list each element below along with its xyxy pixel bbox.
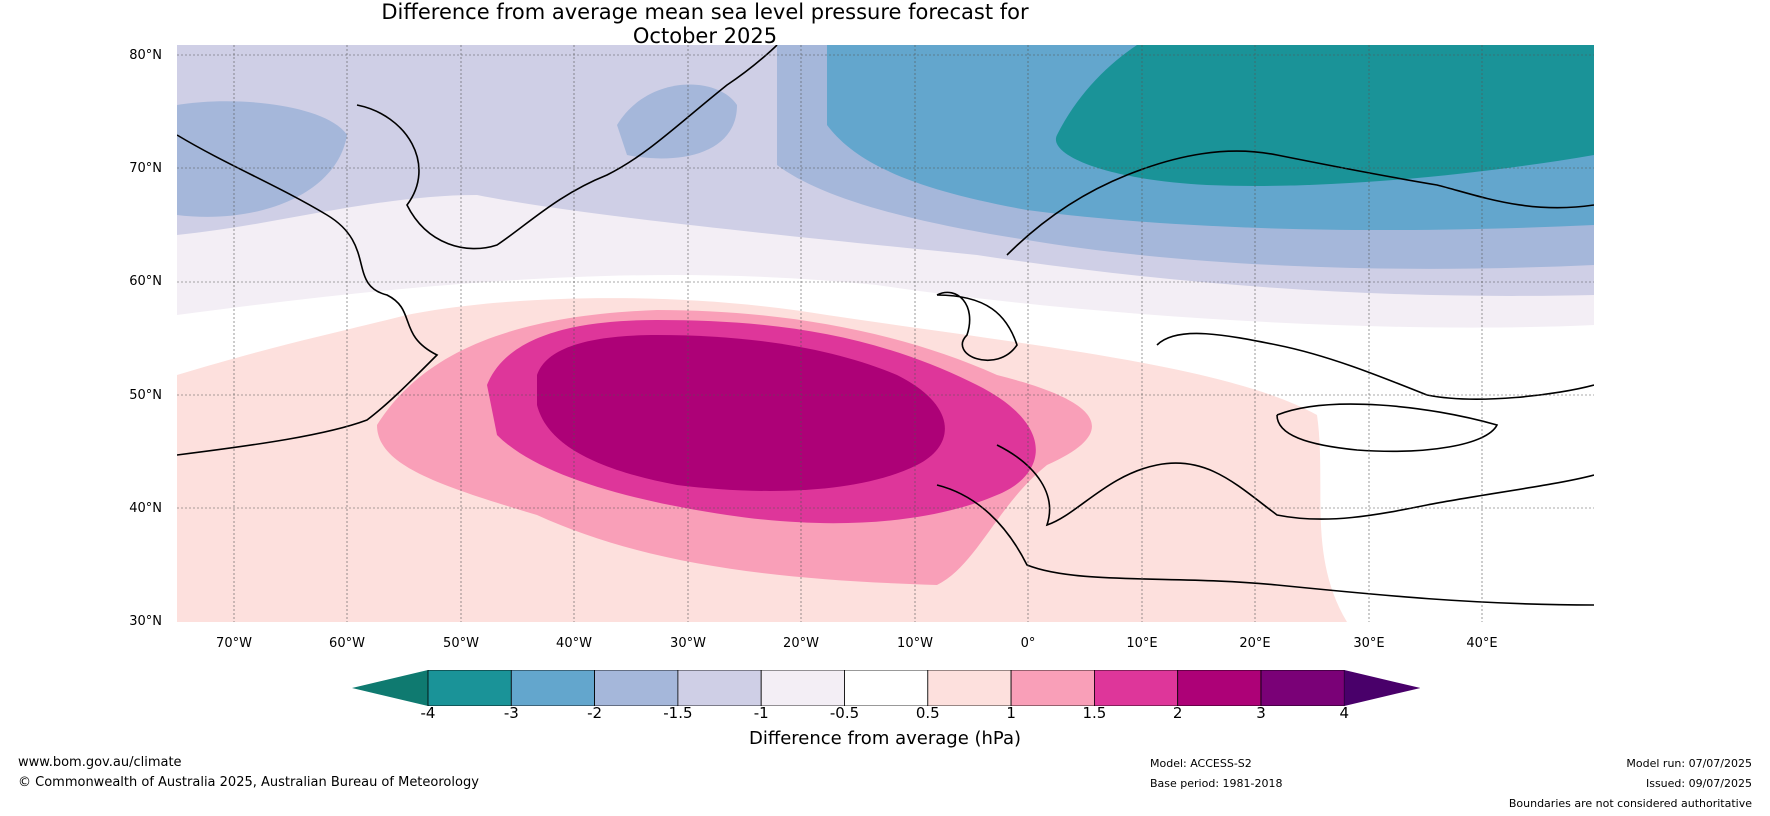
colorbar-extend-low bbox=[352, 670, 428, 706]
footer-disclaimer: Boundaries are not considered authoritat… bbox=[1508, 797, 1752, 810]
lat-label-30n: 30°N bbox=[129, 614, 162, 629]
colorbar-label: Difference from average (hPa) bbox=[748, 728, 1022, 749]
lon-label-50w: 50°W bbox=[443, 636, 479, 651]
footer-model: Model: ACCESS-S2 bbox=[1150, 757, 1252, 770]
colorbar-segment bbox=[1094, 670, 1179, 706]
colorbar-tick-label: 1.5 bbox=[1082, 704, 1107, 722]
lat-label-50n: 50°N bbox=[129, 388, 162, 403]
lon-label-60w: 60°W bbox=[329, 636, 365, 651]
title-line-1: Difference from average mean sea level p… bbox=[381, 0, 1029, 24]
lon-label-0: 0° bbox=[1020, 636, 1036, 651]
lon-label-40e: 40°E bbox=[1466, 636, 1498, 651]
colorbar-segment bbox=[1260, 670, 1345, 706]
colorbar-segment bbox=[594, 670, 679, 706]
colorbar-segment bbox=[927, 670, 1012, 706]
title-line-2: October 2025 bbox=[632, 24, 778, 48]
footer-copyright: © Commonwealth of Australia 2025, Austra… bbox=[18, 775, 479, 790]
colorbar bbox=[352, 670, 1420, 706]
lon-label-30e: 30°E bbox=[1353, 636, 1385, 651]
colorbar-tick-label: -1.5 bbox=[663, 704, 693, 722]
colorbar-tick-label: 0.5 bbox=[915, 704, 940, 722]
colorbar-segment bbox=[677, 670, 762, 706]
colorbar-tick-label: -1 bbox=[753, 704, 769, 722]
colorbar-tick-label: 1 bbox=[1006, 704, 1016, 722]
colorbar-segment bbox=[1010, 670, 1095, 706]
lat-label-80n: 80°N bbox=[129, 48, 162, 63]
footer-model-run: Model run: 07/07/2025 bbox=[1626, 757, 1752, 770]
colorbar-segment bbox=[427, 670, 512, 706]
lon-label-10w: 10°W bbox=[897, 636, 933, 651]
colorbar-segment bbox=[1177, 670, 1262, 706]
colorbar-tick-label: -4 bbox=[420, 704, 436, 722]
colorbar-tick-label: -3 bbox=[503, 704, 519, 722]
colorbar-segment bbox=[510, 670, 596, 706]
band-minus-1.5-west bbox=[177, 101, 347, 217]
colorbar-tick-label: -2 bbox=[587, 704, 603, 722]
lon-label-20e: 20°E bbox=[1239, 636, 1271, 651]
colorbar-segment bbox=[760, 670, 845, 706]
colorbar-tick-label: -0.5 bbox=[829, 704, 860, 722]
band-minus-3 bbox=[1055, 45, 1594, 186]
colorbar-extend-high bbox=[1344, 670, 1420, 706]
colorbar-tick-label: 4 bbox=[1339, 704, 1350, 722]
lat-label-40n: 40°N bbox=[129, 501, 162, 516]
gridlines bbox=[177, 45, 1594, 622]
footer-issued: Issued: 09/07/2025 bbox=[1645, 777, 1752, 790]
coastlines bbox=[177, 45, 1594, 606]
pressure-anomaly-map bbox=[177, 45, 1594, 622]
band-minus-1.5-mid bbox=[617, 84, 737, 159]
lon-label-70w: 70°W bbox=[216, 636, 252, 651]
lon-label-10e: 10°E bbox=[1126, 636, 1158, 651]
colorbar-tick-label: 2 bbox=[1172, 704, 1183, 722]
colorbar-segment bbox=[844, 670, 929, 706]
lat-label-60n: 60°N bbox=[129, 274, 162, 289]
colorbar-tick-label: 3 bbox=[1256, 704, 1266, 722]
chart-title: Difference from average mean sea level p… bbox=[0, 0, 1410, 48]
lat-label-70n: 70°N bbox=[129, 161, 162, 176]
footer-base-period: Base period: 1981-2018 bbox=[1150, 777, 1283, 790]
footer-url[interactable]: www.bom.gov.au/climate bbox=[18, 755, 182, 770]
lon-label-20w: 20°W bbox=[783, 636, 819, 651]
lon-label-30w: 30°W bbox=[670, 636, 706, 651]
band-plus-2 bbox=[537, 335, 945, 491]
lon-label-40w: 40°W bbox=[556, 636, 592, 651]
